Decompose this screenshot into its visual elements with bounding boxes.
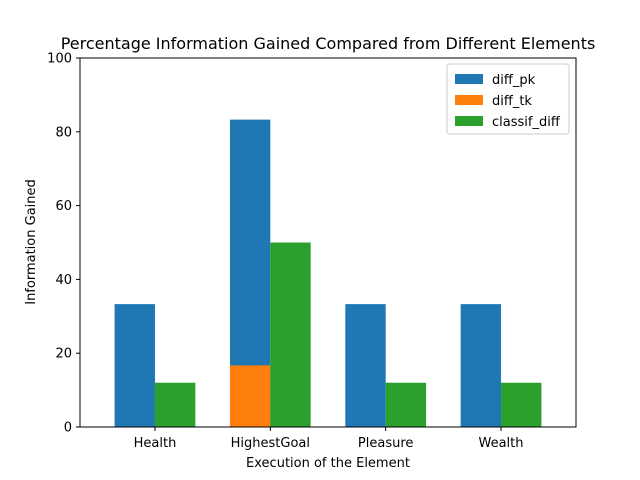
legend-swatch-classif_diff xyxy=(455,116,483,126)
bar-classif_diff-Health xyxy=(154,382,196,427)
legend-swatch-diff_tk xyxy=(455,95,483,105)
bar-classif_diff-Wealth xyxy=(501,382,542,427)
x-axis-title: Execution of the Element xyxy=(246,456,410,471)
y-tick-label: 20 xyxy=(55,347,72,362)
legend-label-diff_tk: diff_tk xyxy=(492,94,532,109)
bars-layer xyxy=(114,119,542,428)
y-tick-label: 60 xyxy=(55,199,72,214)
bar-classif_diff-HighestGoal xyxy=(270,242,311,427)
legend-swatch-diff_pk xyxy=(455,74,483,84)
legend-label-classif_diff: classif_diff xyxy=(492,115,561,130)
y-tick-label: 100 xyxy=(47,52,72,67)
bar-classif_diff-Pleasure xyxy=(385,382,427,427)
x-tick-label: HighestGoal xyxy=(231,436,310,451)
axes-layer: 0 20 40 60 80 100 Health HighestGoal Pleasure Wea… xyxy=(47,52,577,451)
x-tick-label: Pleasure xyxy=(358,436,414,451)
y-tick-label: 0 xyxy=(64,421,72,436)
bar-diff_pk-Health xyxy=(114,304,155,427)
bar-diff_pk-Wealth xyxy=(460,304,502,427)
chart-title: Percentage Information Gained Compared f… xyxy=(61,34,596,53)
y-tick-label: 80 xyxy=(55,125,72,140)
y-axis-title: Information Gained xyxy=(24,179,39,305)
y-tick-label: 40 xyxy=(55,273,72,288)
legend-label-diff_pk: diff_pk xyxy=(492,73,536,88)
x-tick-label: Health xyxy=(134,436,177,451)
plot-frame xyxy=(79,57,577,428)
bar-diff_pk-Pleasure xyxy=(345,304,386,427)
x-tick-label: Wealth xyxy=(479,436,524,451)
bar-diff_tk-HighestGoal xyxy=(229,365,271,427)
legend: diff_pk diff_tk classif_diff xyxy=(446,63,570,135)
